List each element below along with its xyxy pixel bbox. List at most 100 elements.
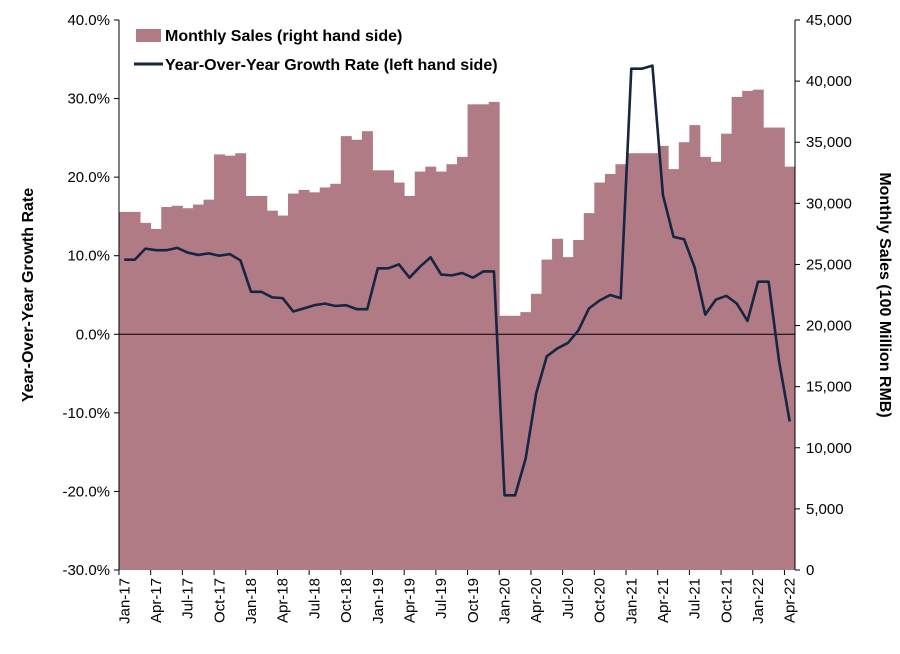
sales-bar bbox=[457, 156, 468, 570]
sales-bar bbox=[119, 211, 130, 570]
sales-bar bbox=[573, 240, 585, 570]
right-tick-label: 30,000 bbox=[806, 195, 852, 212]
left-tick-label: -20.0% bbox=[62, 483, 110, 500]
x-tick-label: Jan-20 bbox=[497, 578, 514, 624]
sales-bar bbox=[340, 136, 352, 571]
x-tick-label: Oct-20 bbox=[592, 578, 609, 623]
x-tick-label: Jul-18 bbox=[306, 578, 323, 619]
legend: Monthly Sales (right hand side) Year-Ove… bbox=[134, 28, 498, 74]
right-tick-label: 40,000 bbox=[806, 73, 852, 90]
x-tick-label: Apr-19 bbox=[401, 578, 418, 623]
sales-bar bbox=[425, 166, 437, 571]
sales-bar bbox=[615, 164, 627, 570]
left-tick-label: 20.0% bbox=[67, 169, 110, 186]
sales-bar bbox=[361, 131, 373, 570]
x-tick-label: Apr-18 bbox=[275, 578, 292, 623]
sales-bar bbox=[499, 315, 511, 570]
x-tick-label: Oct-18 bbox=[338, 578, 355, 623]
sales-bar bbox=[235, 153, 247, 570]
sales-bar bbox=[309, 192, 321, 570]
right-tick-label: 45,000 bbox=[806, 12, 852, 29]
right-tick-label: 35,000 bbox=[806, 134, 852, 151]
sales-bar bbox=[710, 161, 722, 570]
x-tick-label: Jul-19 bbox=[433, 578, 450, 619]
sales-bar bbox=[509, 315, 521, 570]
sales-bar bbox=[446, 164, 458, 570]
sales-bar bbox=[478, 104, 490, 570]
x-tick-label: Apr-17 bbox=[148, 578, 165, 623]
sales-bar bbox=[182, 208, 194, 570]
sales-bar bbox=[541, 259, 553, 570]
sales-bar bbox=[150, 229, 162, 570]
x-tick-label: Jul-20 bbox=[560, 578, 577, 619]
sales-bar bbox=[298, 189, 310, 570]
sales-bar bbox=[330, 183, 342, 570]
sales-bar bbox=[319, 187, 331, 570]
legend-swatch-sales bbox=[136, 29, 161, 42]
sales-bar bbox=[404, 196, 416, 570]
legend-label-sales: Monthly Sales (right hand side) bbox=[165, 28, 402, 45]
x-tick-label: Oct-17 bbox=[211, 578, 228, 623]
sales-bar bbox=[678, 142, 690, 570]
x-tick-label: Oct-21 bbox=[718, 578, 735, 623]
sales-bar bbox=[742, 90, 754, 570]
right-tick-label: 20,000 bbox=[806, 318, 852, 335]
left-axis-ticks: -30.0% -20.0% -10.0% 0.0% 10.0% 20.0% 30.0% 40.… bbox=[62, 12, 119, 579]
left-tick-label: -30.0% bbox=[62, 562, 110, 579]
sales-bar bbox=[393, 182, 405, 570]
left-tick-label: 0.0% bbox=[76, 326, 110, 343]
sales-bar bbox=[668, 169, 680, 571]
right-tick-label: 5,000 bbox=[806, 501, 844, 518]
x-tick-label: Jul-17 bbox=[180, 578, 197, 619]
x-tick-label: Jan-22 bbox=[750, 578, 767, 624]
sales-bar bbox=[731, 97, 743, 570]
sales-bar bbox=[277, 215, 289, 570]
right-tick-label: 15,000 bbox=[806, 379, 852, 396]
sales-bar bbox=[784, 166, 796, 571]
x-tick-label: Jul-21 bbox=[687, 578, 704, 619]
sales-bar bbox=[266, 210, 278, 571]
sales-bar bbox=[161, 207, 173, 570]
right-tick-label: 0 bbox=[806, 562, 814, 579]
sales-bar bbox=[372, 170, 384, 570]
left-axis-title: Year-Over-Year Growth Rate bbox=[20, 188, 37, 402]
sales-bar bbox=[763, 127, 775, 570]
sales-bar bbox=[214, 154, 226, 570]
x-tick-label: Jan-17 bbox=[116, 578, 133, 624]
sales-bar bbox=[129, 211, 141, 570]
x-tick-label: Apr-20 bbox=[528, 578, 545, 623]
sales-bar bbox=[224, 155, 236, 571]
x-axis-ticks: Jan-17 Apr-17 Jul-17 Oct-17 Jan-18 Apr-18 Jul-… bbox=[116, 570, 799, 624]
x-tick-label: Apr-22 bbox=[782, 578, 799, 623]
sales-bar bbox=[604, 174, 616, 570]
x-tick-label: Oct-19 bbox=[465, 578, 482, 623]
sales-bar bbox=[562, 257, 574, 570]
right-tick-label: 25,000 bbox=[806, 256, 852, 273]
left-tick-label: 40.0% bbox=[67, 12, 110, 29]
axes bbox=[118, 20, 796, 570]
x-tick-label: Apr-21 bbox=[655, 578, 672, 623]
legend-label-growth: Year-Over-Year Growth Rate (left hand si… bbox=[165, 57, 498, 74]
sales-bar bbox=[657, 145, 669, 570]
sales-bar bbox=[752, 89, 764, 571]
sales-bar bbox=[647, 153, 659, 570]
sales-bar bbox=[583, 213, 595, 571]
sales-bar bbox=[171, 205, 183, 570]
sales-bar bbox=[192, 204, 204, 570]
left-tick-label: -10.0% bbox=[62, 405, 110, 422]
sales-bar bbox=[383, 170, 395, 570]
sales-bar bbox=[626, 153, 637, 570]
sales-bar bbox=[594, 182, 606, 570]
sales-bar bbox=[636, 153, 648, 570]
sales-bar bbox=[140, 222, 152, 570]
x-tick-label: Jan-18 bbox=[243, 578, 260, 624]
right-tick-label: 10,000 bbox=[806, 440, 852, 457]
sales-bar bbox=[467, 104, 479, 570]
x-tick-label: Jan-21 bbox=[623, 578, 640, 624]
sales-bar bbox=[288, 193, 299, 570]
sales-bar bbox=[773, 127, 785, 570]
sales-bar bbox=[689, 125, 701, 571]
x-tick-label: Jan-19 bbox=[370, 578, 387, 624]
